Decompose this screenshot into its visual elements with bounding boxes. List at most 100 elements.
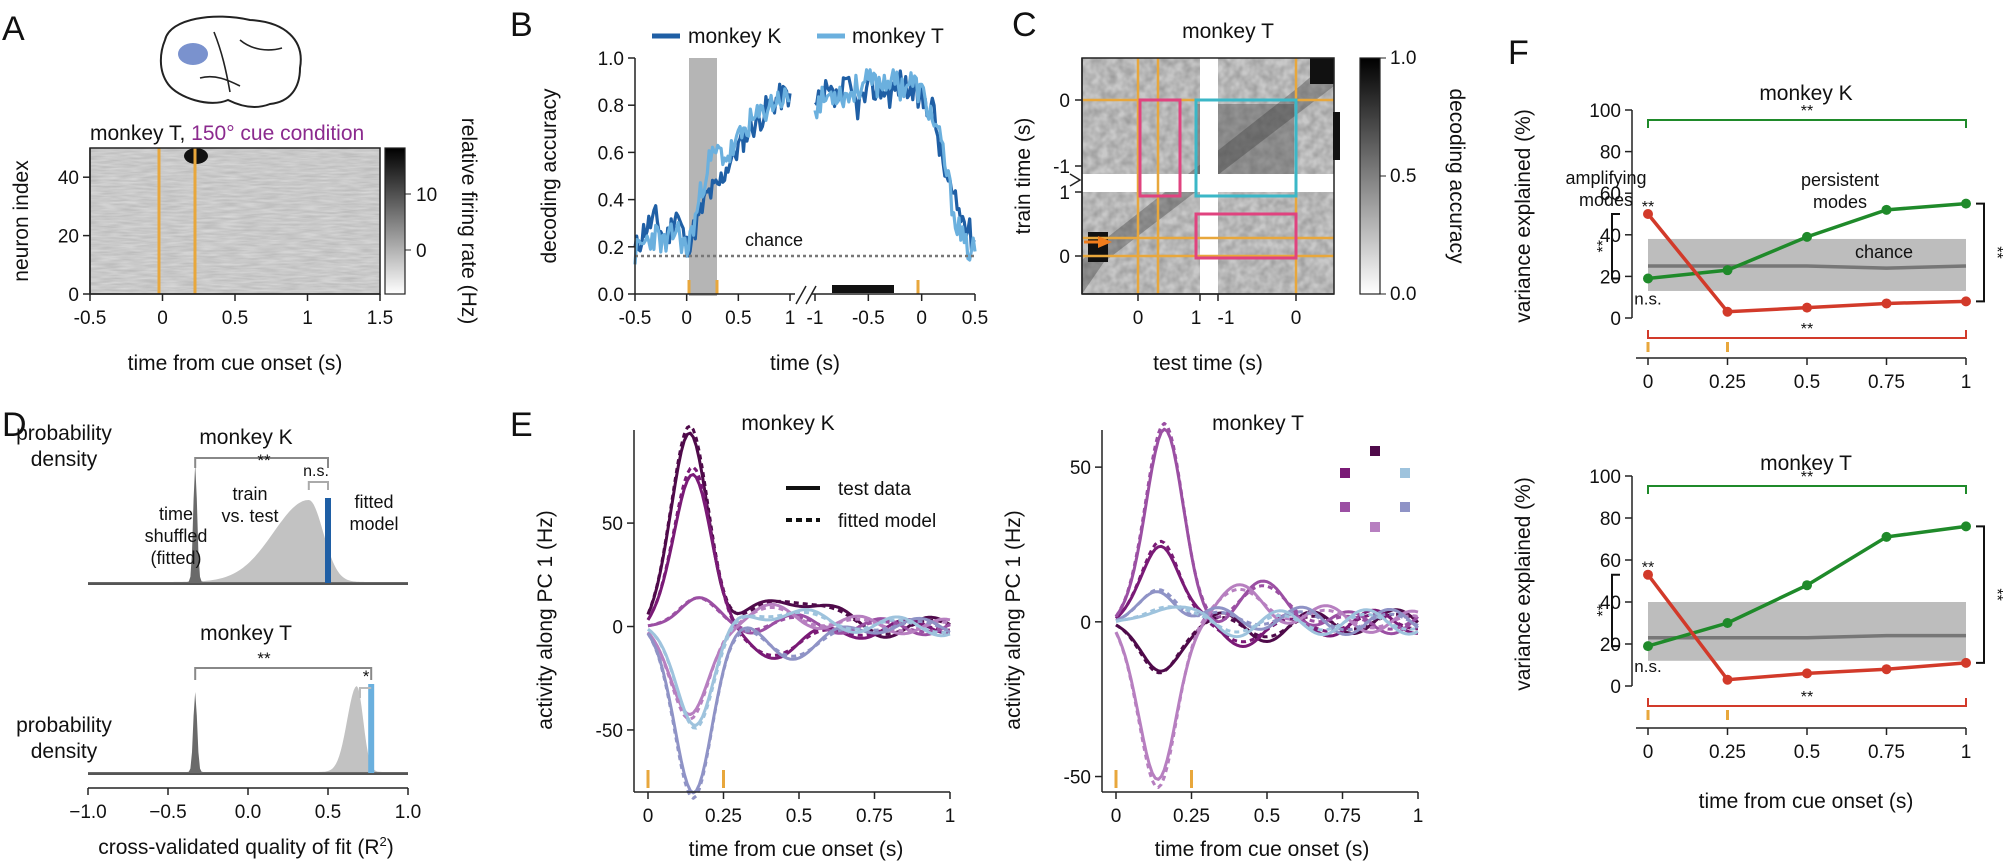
panel-d-k-shuffled-3: (fitted) [150,548,201,568]
panel-c-colorbar [1359,57,1381,295]
panel-b-ytick-2: 0.4 [598,191,625,212]
panel-a-xtick-4: 1.5 [367,308,393,329]
panel-c-box-magenta-2 [1194,212,1298,260]
panel-b-xtick-r0: -1 [807,308,824,329]
panel-label-e: E [510,406,533,444]
panel-d-k-fitted-model [325,498,331,584]
panel-e-t-xtick-3: 0.75 [1324,806,1361,827]
panel-d-t-train-vs-test [88,686,408,774]
panel-b-cue-window [689,58,717,296]
panel-f-t-chance-line [1648,633,1966,640]
panel-d-xtick-4: 1.0 [395,802,421,823]
panel-c-ytick-0: 0 [1059,91,1070,112]
panel-c-cbar-tick-0: 0.0 [1390,284,1416,305]
panel-a-ytick-2: 40 [58,168,79,189]
panel-a-condition: 150° cue condition [191,122,364,145]
panel-a-cbar-tick-10: 10 [416,185,437,206]
svg-text:cross-validated quality of fit: cross-validated quality of fit (R2) [98,834,394,859]
panel-d-k-train-2: vs. test [221,506,278,526]
panel-d-k-train-1: train [232,484,267,504]
panel-e-t-xtick-2: 0.5 [1254,806,1280,827]
panel-b-line-monkey-t-end [813,68,977,262]
panel-e-t-xtick-4: 1 [1413,806,1424,827]
panel-f-t-persistent-point-2 [1802,580,1812,591]
panel-d-t-fitted-model [368,684,375,774]
panel-a-ytick-0: 0 [68,285,79,306]
panel-f-k-chance-line [1648,264,1967,270]
panel-f-pers-label-2: modes [1813,192,1867,212]
panel-c-ytick-2: 1 [1059,183,1070,204]
panel-b-scale-bar [832,285,894,293]
panel-e-k-trace-0-solid [646,431,951,639]
panel-f-t-sig-amp: ** [1642,560,1654,577]
panel-f: monkey K monkey T ** ** ** ** ** n.s. 0 20 40 60 8… [1512,82,2005,813]
panel-e-t-xlabel: time from cue onset (s) [1155,838,1370,861]
panel-f-k-ytick-4: 80 [1600,143,1621,164]
panel-f-t-ytick-1: 20 [1600,635,1621,656]
panel-f-t-amplifying-point-4 [1961,657,1971,668]
panel-e-k-trace-4-solid [646,616,951,795]
panel-e-t-trace-5-solid [1115,605,1419,639]
panel-f-t-xtick-0: 0 [1643,742,1654,763]
panel-e-t-trace-0-dash [1115,612,1419,675]
panel-f-k-xtick-2: 0.5 [1794,372,1820,393]
panel-b-ytick-0: 0.0 [598,285,624,306]
panel-f-t-persistent-point-4 [1961,521,1971,532]
panel-f-t-persistent-point-3 [1881,531,1892,542]
panel-c-xtick-0: 0 [1133,308,1144,329]
panel-f-k-ns: n.s. [1634,289,1661,308]
panel-e-t-ytick-0: -50 [1064,768,1091,789]
panel-c: monkey T 0 1 -1 0 0 -1 1 0 test time (s) train … [1012,20,1468,375]
panel-b-chance-label: chance [745,230,803,250]
panel-b-ytick-3: 0.6 [598,143,624,164]
panel-f-k-persistent-point-3 [1881,204,1892,215]
panel-c-xtick-2: -1 [1218,308,1235,329]
panel-f-k-xtick-4: 1 [1961,372,1972,393]
panel-c-cbar-tick-1: 1.0 [1390,48,1416,69]
panel-e-k-xtick-2: 0.5 [786,806,812,827]
panel-d-xlabel-end: ) [387,836,394,859]
panel-f-amp-label-2: modes [1579,190,1633,210]
panel-b-ytick-1: 0.2 [598,238,624,259]
panel-b-xtick-l3: 1 [785,308,796,329]
panel-d-t-star: * [363,667,370,686]
panel-d-k-ylabel-1: probability [16,422,112,445]
panel-f-k-amplifying-point-0 [1643,209,1653,219]
panel-f-k-ytick-0: 0 [1610,309,1621,330]
panel-e: monkey K monkey T test data fitted model… [534,412,1423,861]
panel-d-xtick-2: 0.0 [235,802,261,823]
panel-d-xlabel-sup: 2 [380,834,387,849]
panel-a-cbar-tick-0: 0 [416,241,427,262]
panel-e-k-ytick-2: 50 [602,514,623,535]
panel-f-k-sig-right: ** [1988,246,2005,258]
panel-f-xlabel: time from cue onset (s) [1699,790,1914,813]
panel-c-cbar-label: decoding accuracy [1445,88,1468,264]
panel-e-k-xtick-4: 1 [945,806,956,827]
panel-f-t-ytick-2: 40 [1600,593,1621,614]
panel-f-t-amplifying-point-1 [1722,674,1733,685]
panel-e-k-xtick-1: 0.25 [705,806,742,827]
panel-d-k-title: monkey K [199,426,292,449]
brain-icon [159,15,302,108]
panel-b: monkey K monkey T chance 0.0 0.2 0.4 0.6 0.8… [538,25,988,375]
panel-b-xtick-l1: 0 [681,308,692,329]
panel-e-k-xtick-3: 0.75 [856,806,893,827]
panel-f-t-xtick-1: 0.25 [1709,742,1746,763]
panel-d-k-fitted-2: model [349,514,398,534]
panel-f-k-persistent-point-2 [1802,231,1812,242]
panel-d-k-shuffled-2: shuffled [145,526,208,546]
panel-e-k-xlabel: time from cue onset (s) [689,838,904,861]
panel-b-xtick-r2: 0 [916,308,927,329]
panel-d-k-fitted-1: fitted [354,492,393,512]
panel-e-t-trace-3-solid [1114,583,1419,781]
panel-f-t-amplifying-point-3 [1881,664,1892,675]
panel-b-ylabel: decoding accuracy [538,88,561,264]
panel-c-cbar-tick-05: 0.5 [1390,166,1416,187]
panel-e-condition-legend [1340,446,1410,532]
panel-d-xtick-1: −0.5 [149,802,187,823]
panel-c-xtick-3: 0 [1291,308,1302,329]
panel-c-xlabel: test time (s) [1153,352,1263,375]
panel-f-k-sig-amp: ** [1642,199,1654,216]
panel-c-box-magenta-1 [1138,98,1182,198]
panel-f-k-persistent-point-1 [1722,265,1733,276]
